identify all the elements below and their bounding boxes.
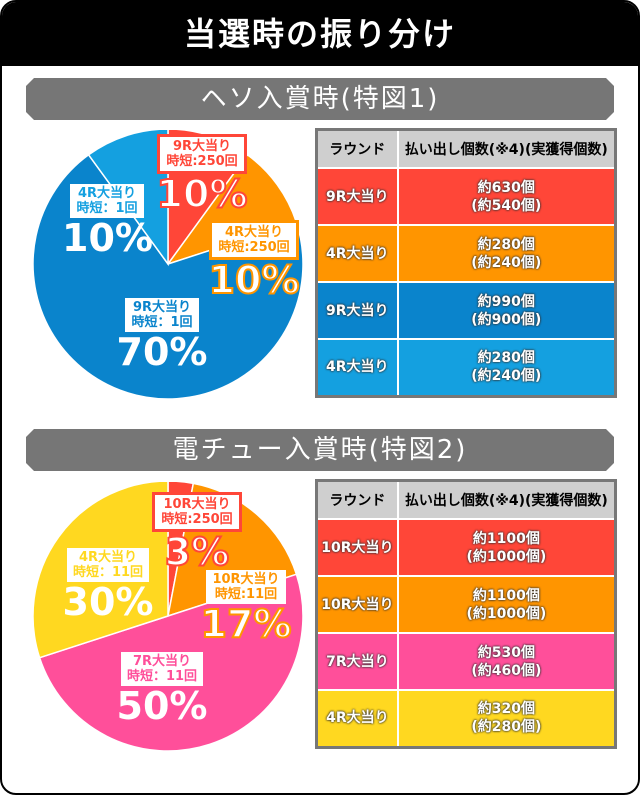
pie-chart-denchu: 10R大当り 時短:250回 3% 10R大当り 時短:11回 17% 4R大当り時…	[32, 482, 312, 762]
table-row: 10R大当り 約1100個 (約1000個)	[316, 519, 617, 577]
table-row: 10R大当り 約1100個 (約1000個)	[316, 576, 617, 634]
label-4r-11: 4R大当り 時短：11回 30%	[62, 548, 154, 624]
payout-cell: 約1100個 (約1000個)	[397, 519, 617, 577]
payout-cell: 約1100個 (約1000個)	[397, 576, 617, 634]
header-payout: 払い出し個数(※4)(実獲得個数)	[397, 480, 617, 520]
table-row: 4R大当り 約280個 (約240個)	[316, 339, 617, 397]
label-9r-1: 9R大当り 時短：1回 70%	[116, 298, 208, 374]
payout-cell: 約320個 (約280個)	[397, 690, 617, 748]
payout-cell: 約990個 (約900個)	[397, 282, 617, 340]
payout-cell: 約630個 (約540個)	[397, 168, 617, 226]
round-cell: 4R大当り	[316, 339, 399, 397]
table-row: 9R大当り 約990個 (約900個)	[316, 282, 617, 340]
payout-table-heso: ラウンド 払い出し個数(※4)(実獲得個数) 9R大当り 約630個 (約540個…	[315, 128, 617, 398]
header-payout: 払い出し個数(※4)(実獲得個数)	[397, 129, 617, 169]
payout-cell: 約280個 (約240個)	[397, 225, 617, 283]
payout-cell: 約530個 (約460個)	[397, 633, 617, 691]
round-cell: 9R大当り	[316, 168, 399, 226]
table-row: 4R大当り 約280個 (約240個)	[316, 225, 617, 283]
section-heading-denchu: 電チュー入賞時(特図2)	[26, 429, 614, 471]
page-title: 当選時の振り分け	[2, 2, 638, 66]
table-header-row: ラウンド 払い出し個数(※4)(実獲得個数)	[316, 480, 617, 520]
header-round: ラウンド	[316, 129, 399, 169]
payout-cell: 約280個 (約240個)	[397, 339, 617, 397]
round-cell: 10R大当り	[316, 576, 399, 634]
round-cell: 4R大当り	[316, 225, 399, 283]
table-row: 7R大当り 約530個 (約460個)	[316, 633, 617, 691]
label-4r-1: 4R大当り 時短：1回 10%	[62, 184, 153, 260]
label-9r-250: 9R大当り 時短:250回 10%	[152, 134, 252, 215]
label-10r-250: 10R大当り 時短:250回 3%	[142, 492, 252, 573]
label-4r-250: 4R大当り 時短:250回 10%	[204, 220, 304, 301]
round-cell: 7R大当り	[316, 633, 399, 691]
table-header-row: ラウンド 払い出し個数(※4)(実獲得個数)	[316, 129, 617, 169]
section-heading-heso: ヘソ入賞時(特図1)	[26, 78, 614, 120]
round-cell: 10R大当り	[316, 519, 399, 577]
round-cell: 4R大当り	[316, 690, 399, 748]
label-10r-11: 10R大当り 時短:11回 17%	[200, 570, 292, 646]
table-row: 9R大当り 約630個 (約540個)	[316, 168, 617, 226]
round-cell: 9R大当り	[316, 282, 399, 340]
header-round: ラウンド	[316, 480, 399, 520]
label-7r-11: 7R大当り 時短：11回 50%	[116, 652, 208, 728]
payout-table-denchu: ラウンド 払い出し個数(※4)(実獲得個数) 10R大当り 約1100個 (約10…	[315, 479, 617, 749]
table-row: 4R大当り 約320個 (約280個)	[316, 690, 617, 748]
pie-chart-heso: 9R大当り 時短:250回 10% 4R大当り 時短:250回 10% 4R大当り時…	[32, 130, 312, 410]
